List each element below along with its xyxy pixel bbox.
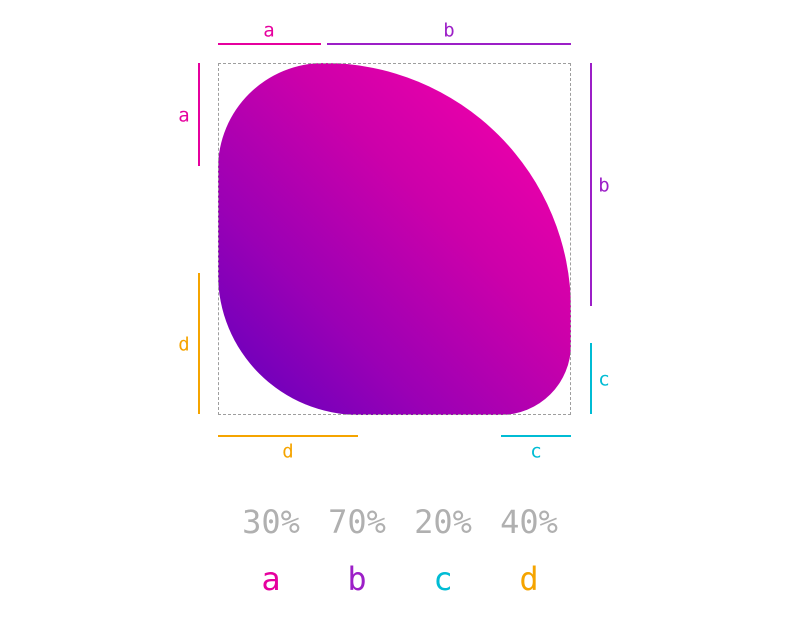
right-c-dimension-line: [590, 343, 592, 414]
radius-letter-d: d: [519, 560, 539, 598]
radius-letter-b: b: [347, 560, 367, 598]
radius-value-b: 70%: [328, 503, 386, 541]
blob-shape: [218, 63, 571, 415]
radius-value-c: 20%: [414, 503, 472, 541]
right-b-label: b: [598, 174, 610, 197]
top-a-label: a: [263, 19, 275, 42]
radius-letter-c: c: [433, 560, 453, 598]
bottom-d-dimension-line: [218, 435, 358, 437]
radius-values-row: 30% 70% 20% 40%: [0, 506, 800, 538]
top-b-label: b: [443, 19, 455, 42]
left-d-dimension-line: [198, 273, 200, 414]
bottom-c-label: c: [530, 440, 542, 463]
radius-letter-a: a: [261, 560, 281, 598]
left-a-dimension-line: [198, 63, 200, 166]
left-d-label: d: [178, 333, 190, 356]
right-b-dimension-line: [590, 63, 592, 306]
bottom-c-dimension-line: [501, 435, 571, 437]
top-a-dimension-line: [218, 43, 321, 45]
left-a-label: a: [178, 104, 190, 127]
bottom-d-label: d: [282, 440, 294, 463]
radius-letters-row: a b c d: [0, 563, 800, 595]
top-b-dimension-line: [327, 43, 571, 45]
radius-value-d: 40%: [500, 503, 558, 541]
radius-value-a: 30%: [242, 503, 300, 541]
right-c-label: c: [598, 368, 610, 391]
